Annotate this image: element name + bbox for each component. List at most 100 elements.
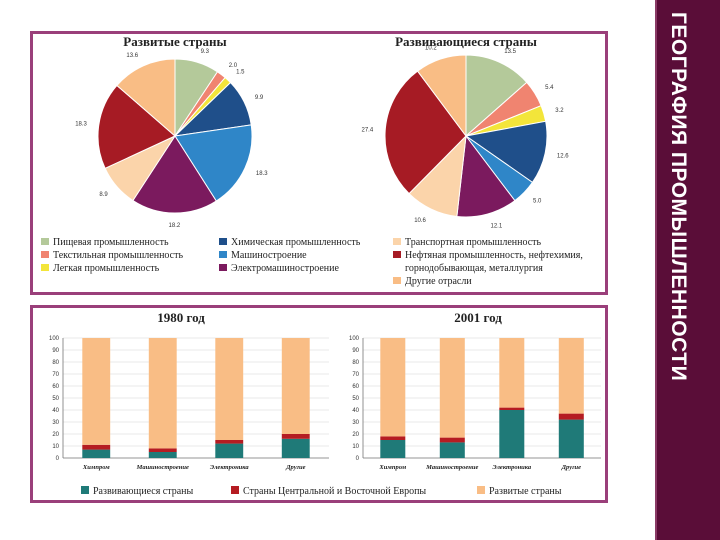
bar-segment-developing bbox=[439, 442, 465, 458]
y-tick-label: 50 bbox=[52, 396, 59, 402]
legend-swatch-electro bbox=[219, 264, 227, 271]
y-tick-label: 60 bbox=[352, 384, 359, 390]
title-sidebar bbox=[655, 0, 720, 540]
bar-chart-title: 2001 год bbox=[454, 310, 502, 325]
legend-swatch-textile bbox=[41, 251, 49, 258]
y-tick-label: 0 bbox=[356, 456, 360, 462]
legend-swatch-chemical bbox=[219, 238, 227, 245]
pie-charts-panel: Развитые страны 9.3 2.0 1.5 9.9 18.3 18.2 8.9 18… bbox=[30, 31, 608, 295]
pie-data-label: 12.6 bbox=[557, 154, 569, 160]
bar-segment-developed bbox=[380, 338, 406, 437]
legend-swatch-developed bbox=[477, 486, 485, 494]
pie-data-label: 9.3 bbox=[201, 49, 210, 55]
pie-data-label: 2.0 bbox=[229, 63, 238, 69]
pie-slice-other bbox=[416, 54, 467, 138]
legend-swatch-food bbox=[41, 238, 49, 245]
bar-segment-ceeurope bbox=[215, 440, 244, 444]
bar-segment-developed bbox=[281, 338, 310, 434]
pie-slice-chemical bbox=[464, 120, 548, 184]
page-title: ГЕОГРАФИЯ ПРОМЫШЛЕННОСТИ bbox=[667, 12, 690, 382]
x-tick-label: Химпром bbox=[378, 464, 406, 471]
pie-data-label: 9.9 bbox=[255, 95, 264, 101]
pie-data-label: 18.2 bbox=[169, 223, 181, 229]
bar-segment-developed bbox=[499, 338, 525, 408]
pie-data-label: 1.5 bbox=[236, 69, 245, 75]
y-tick-label: 20 bbox=[352, 432, 359, 438]
bar-segment-ceeurope bbox=[439, 437, 465, 443]
bar-segment-developing bbox=[380, 440, 406, 458]
legend-label-electro: Электромашиностроение bbox=[231, 263, 339, 274]
y-tick-label: 70 bbox=[352, 372, 359, 378]
y-tick-label: 80 bbox=[352, 360, 359, 366]
bar-segment-developing bbox=[148, 452, 177, 458]
bar-segment-developed bbox=[215, 338, 244, 440]
bar-segment-ceeurope bbox=[82, 444, 111, 450]
pie-data-label: 27.4 bbox=[362, 128, 374, 134]
legend-label-transport: Транспортная промышленность bbox=[405, 237, 542, 248]
x-tick-label: Химпром bbox=[82, 464, 110, 471]
y-tick-label: 70 bbox=[52, 372, 59, 378]
legend-label-textile: Текстильная промышленность bbox=[53, 250, 183, 261]
x-tick-label: Другие bbox=[561, 464, 582, 471]
legend-label-food: Пищевая промышленность bbox=[53, 237, 169, 248]
y-tick-label: 90 bbox=[352, 348, 359, 354]
legend-swatch-oil bbox=[393, 251, 401, 258]
y-tick-label: 80 bbox=[52, 360, 59, 366]
pie-data-label: 18.3 bbox=[75, 122, 87, 128]
bar-segment-developed bbox=[439, 338, 465, 438]
legend-label-ceeurope: Страны Центральной и Восточной Европы bbox=[243, 486, 426, 497]
bar-segment-developed bbox=[558, 338, 584, 414]
pie-slice-other bbox=[116, 58, 176, 138]
pie-data-label: 10.2 bbox=[425, 46, 437, 52]
pie-data-label: 12.1 bbox=[491, 224, 503, 230]
y-tick-label: 40 bbox=[52, 408, 59, 414]
bar-segment-ceeurope bbox=[148, 448, 177, 452]
pie-data-label: 5.4 bbox=[545, 85, 554, 91]
bar-segment-developing bbox=[281, 438, 310, 458]
pie-slice-electro bbox=[456, 134, 516, 218]
bar-charts-canvas: 1980 год 0 10 20 30 40 50 60 70 80 90 100 Химпром Маш… bbox=[49, 310, 601, 497]
pie-data-label: 8.9 bbox=[99, 192, 108, 198]
pie-data-label: 13.5 bbox=[504, 49, 516, 55]
legend-swatch-light bbox=[41, 264, 49, 271]
pie-data-label: 13.6 bbox=[126, 53, 138, 59]
legend-label-other: Другие отрасли bbox=[405, 276, 472, 287]
pie-data-label: 5.0 bbox=[533, 199, 542, 205]
x-tick-label: Машиностроение bbox=[425, 464, 478, 471]
legend-label-light: Легкая промышленность bbox=[53, 263, 160, 274]
legend-swatch-developing bbox=[81, 486, 89, 494]
legend-swatch-machine bbox=[219, 251, 227, 258]
legend-label-chemical: Химическая промышленность bbox=[231, 237, 361, 248]
pie-slice-oil bbox=[384, 70, 467, 195]
legend-label-machine: Машиностроение bbox=[231, 250, 307, 261]
y-tick-label: 100 bbox=[349, 336, 360, 342]
pie-slice-food bbox=[465, 54, 528, 138]
bar-segment-developing bbox=[499, 410, 525, 458]
bar-segment-developing bbox=[82, 449, 111, 458]
pie-data-label: 3.2 bbox=[555, 108, 564, 114]
bar-segment-ceeurope bbox=[558, 413, 584, 420]
x-tick-label: Машиностроение bbox=[136, 464, 189, 471]
pie-data-label: 18.3 bbox=[256, 171, 268, 177]
pie-title: Развивающиеся страны bbox=[395, 34, 537, 49]
pie-slice-electro bbox=[132, 135, 217, 214]
x-tick-label: Электроника bbox=[210, 464, 250, 471]
legend-label-oil: Нефтяная промышленность, нефтехимия, bbox=[405, 250, 583, 261]
bar-segment-developed bbox=[82, 338, 111, 445]
pie-slice-oil bbox=[97, 84, 176, 170]
y-tick-label: 30 bbox=[52, 420, 59, 426]
x-tick-label: Другие bbox=[285, 464, 306, 471]
bar-segment-developing bbox=[558, 419, 584, 458]
y-tick-label: 20 bbox=[52, 432, 59, 438]
pie-data-label: 10.6 bbox=[414, 218, 426, 224]
legend-swatch-ceeurope bbox=[231, 486, 239, 494]
legend-label-developed: Развитые страны bbox=[489, 486, 562, 497]
pie-slice-machine bbox=[174, 124, 253, 202]
bar-chart-title: 1980 год bbox=[157, 310, 205, 325]
y-tick-label: 0 bbox=[56, 456, 60, 462]
y-tick-label: 50 bbox=[352, 396, 359, 402]
y-tick-label: 10 bbox=[52, 444, 59, 450]
bar-segment-developing bbox=[215, 443, 244, 458]
y-tick-label: 100 bbox=[49, 336, 60, 342]
